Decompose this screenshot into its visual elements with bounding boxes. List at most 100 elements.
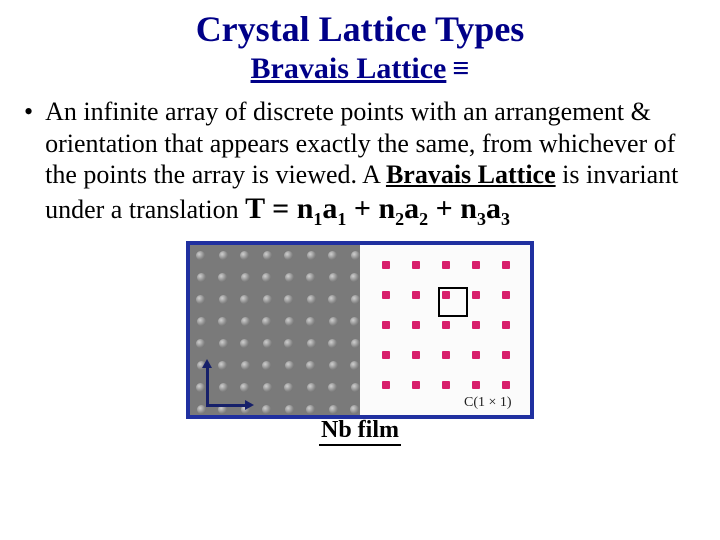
film-dot [306, 273, 315, 282]
lattice-point [472, 351, 480, 359]
lattice-point [442, 291, 450, 299]
film-dot [197, 273, 206, 282]
film-dot [262, 317, 271, 326]
film-dot [329, 317, 338, 326]
lattice-point [412, 351, 420, 359]
film-dot [306, 405, 315, 414]
film-dot [328, 295, 337, 304]
film-dot [285, 405, 294, 414]
lattice-point [412, 291, 420, 299]
figure-area: C(1 × 1) [20, 241, 700, 419]
film-dot [307, 383, 316, 392]
lattice-point [412, 321, 420, 329]
film-dot [284, 383, 293, 392]
formula-as2: 2 [419, 209, 428, 229]
nb-film-image [190, 245, 360, 415]
arrow-right-icon [206, 404, 246, 407]
film-dot [328, 383, 337, 392]
film-dot [350, 317, 359, 326]
film-dot [350, 405, 359, 414]
axis-arrows [200, 361, 246, 407]
film-dot [351, 339, 360, 348]
lattice-point [442, 381, 450, 389]
lattice-point [412, 381, 420, 389]
film-dot [284, 339, 293, 348]
formula-eq: = [265, 192, 297, 225]
cell-label: C(1 × 1) [464, 395, 512, 411]
lattice-point [442, 321, 450, 329]
film-dot [284, 251, 293, 260]
translation-formula: T = n1a1 + n2a2 + n3a3 [245, 192, 510, 225]
film-dot [351, 383, 360, 392]
film-dot [351, 295, 360, 304]
film-dot [241, 317, 250, 326]
lattice-point [502, 351, 510, 359]
film-dot [307, 339, 316, 348]
body-text: An infinite array of discrete points wit… [45, 96, 700, 231]
subtitle-row: Bravais Lattice≡ [20, 52, 700, 86]
body-bullet: • An infinite array of discrete points w… [20, 96, 700, 231]
arrow-up-icon [206, 367, 209, 407]
formula-n1: n [297, 192, 314, 225]
film-dot [328, 339, 337, 348]
film-dot [262, 273, 271, 282]
film-dot [351, 251, 360, 260]
lattice-point [472, 261, 480, 269]
lattice-point [472, 321, 480, 329]
body-bold-term: Bravais Lattice [386, 160, 556, 189]
film-dot [196, 339, 205, 348]
film-dot [219, 295, 228, 304]
film-dot [263, 339, 272, 348]
film-dot [328, 251, 337, 260]
formula-T: T [245, 192, 264, 225]
film-dot [262, 361, 271, 370]
film-dot [350, 361, 359, 370]
lattice-point [382, 321, 390, 329]
film-dot [307, 251, 316, 260]
film-dot [350, 273, 359, 282]
film-dot [284, 295, 293, 304]
formula-s3: 3 [477, 209, 486, 229]
lattice-point [442, 261, 450, 269]
film-dot [263, 295, 272, 304]
formula-a3: a [486, 192, 501, 225]
formula-plus2: + [428, 192, 460, 225]
film-dot [263, 251, 272, 260]
film-dot [218, 317, 227, 326]
lattice-point [502, 381, 510, 389]
film-dot [196, 295, 205, 304]
lattice-point [382, 351, 390, 359]
figure-frame: C(1 × 1) [186, 241, 534, 419]
lattice-point [382, 291, 390, 299]
lattice-point [382, 381, 390, 389]
lattice-point [472, 291, 480, 299]
lattice-point [502, 291, 510, 299]
lattice-point [382, 261, 390, 269]
bullet-mark: • [24, 96, 33, 231]
film-dot [329, 361, 338, 370]
film-dot [240, 339, 249, 348]
film-dot [219, 339, 228, 348]
film-dot [240, 295, 249, 304]
lattice-point [502, 261, 510, 269]
formula-n2: n [378, 192, 395, 225]
lattice-point [412, 261, 420, 269]
lattice-diagram: C(1 × 1) [360, 245, 530, 415]
formula-n3: n [460, 192, 477, 225]
film-dot [285, 273, 294, 282]
lattice-point [472, 381, 480, 389]
film-dot [285, 361, 294, 370]
film-dot [306, 361, 315, 370]
film-dot [307, 295, 316, 304]
figure-caption: Nb film [319, 417, 401, 446]
film-dot [306, 317, 315, 326]
formula-a2: a [404, 192, 419, 225]
film-dot [285, 317, 294, 326]
equiv-symbol: ≡ [452, 52, 469, 85]
film-dot [197, 317, 206, 326]
film-dot [218, 273, 227, 282]
film-dot [240, 251, 249, 260]
formula-a1: a [322, 192, 337, 225]
formula-s2: 2 [395, 209, 404, 229]
lattice-point [442, 351, 450, 359]
